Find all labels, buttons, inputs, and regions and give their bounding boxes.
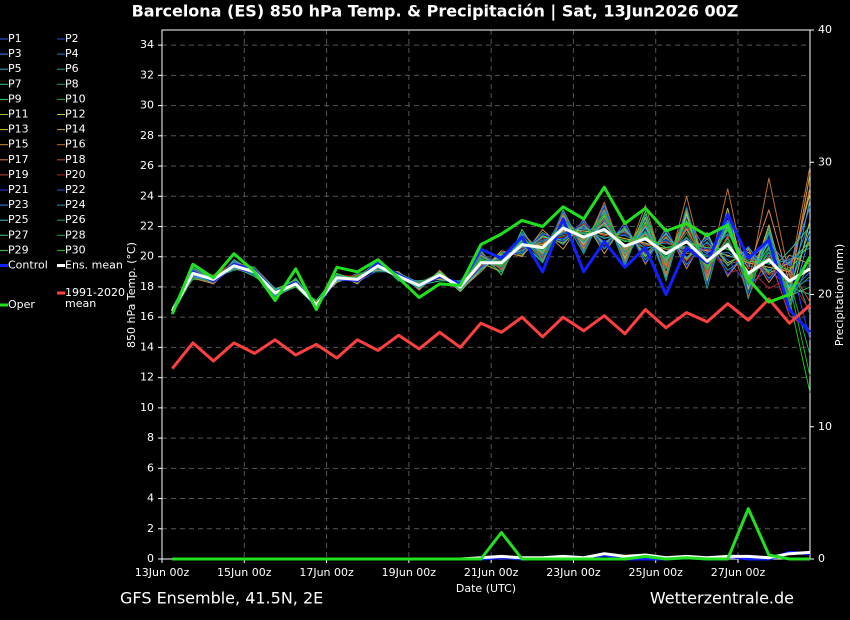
plot-frame [161, 29, 811, 560]
chart-title: Barcelona (ES) 850 hPa Temp. & Precipita… [132, 2, 739, 22]
legend-label: P6 [65, 62, 79, 75]
y-tick-label: 8 [147, 431, 154, 444]
x-tick-label: 15Jun 00z [217, 566, 272, 579]
x-tick-label: 17Jun 00z [299, 566, 354, 579]
source-left: GFS Ensemble, 41.5N, 2E [120, 589, 323, 608]
legend-label: P24 [65, 198, 86, 211]
legend-label: Oper [8, 298, 35, 311]
legend-label: P2 [65, 32, 79, 45]
temp-line [170, 226, 811, 312]
legend-label: P10 [65, 92, 86, 105]
y-tick-label: 0 [147, 552, 154, 565]
legend-label: P21 [8, 183, 29, 196]
precip-line [172, 507, 810, 561]
temp-line [170, 185, 812, 315]
y-tick-label: 26 [140, 159, 154, 172]
source-right: Wetterzentrale.de [650, 589, 794, 608]
legend-label: P5 [8, 62, 22, 75]
legend-label: P28 [65, 228, 86, 241]
legend-label: P23 [8, 198, 29, 211]
legend-label: Ens. mean [65, 259, 123, 272]
x-axis-title: Date (UTC) [456, 582, 516, 595]
temp-line [171, 297, 811, 370]
y-tick-label: 28 [140, 129, 154, 142]
y2-tick-label: 0 [818, 552, 825, 565]
x-tick-label: 23Jun 00z [546, 566, 601, 579]
legend-label: Control [8, 259, 48, 272]
x-tick-label: 21Jun 00z [464, 566, 519, 579]
y2-tick-label: 10 [818, 420, 832, 433]
y-tick-label: 30 [140, 99, 154, 112]
legend-label: P1 [8, 32, 22, 45]
y-tick-label: 4 [147, 492, 154, 505]
y-tick-label: 6 [147, 461, 154, 474]
x-tick-label: 13Jun 00z [135, 566, 190, 579]
y-tick-label: 34 [140, 38, 154, 51]
legend-label: P14 [65, 123, 86, 136]
y-tick-label: 22 [140, 219, 154, 232]
y-tick-label: 32 [140, 68, 154, 81]
legend-label: P9 [8, 92, 22, 105]
y2-axis-title: Precipitation (mm) [833, 244, 846, 346]
legend-label: P20 [65, 168, 86, 181]
legend-label: P22 [65, 183, 86, 196]
y-tick-label: 18 [140, 280, 154, 293]
legend-label: P18 [65, 153, 86, 166]
legend-label: P12 [65, 108, 86, 121]
x-tick-label: 27Jun 00z [711, 566, 766, 579]
y-tick-label: 20 [140, 250, 154, 263]
y2-tick-label: 30 [818, 155, 832, 168]
legend-label: P4 [65, 47, 79, 60]
legend-label: P26 [65, 213, 86, 226]
legend-label: P16 [65, 138, 86, 151]
y-axis-title: 850 hPa Temp. (°C) [125, 242, 138, 348]
legend-label-line: mean [65, 297, 96, 310]
legend-label: P11 [8, 108, 29, 121]
y-tick-label: 14 [140, 340, 154, 353]
legend-label: P19 [8, 168, 29, 181]
y-tick-label: 12 [140, 371, 154, 384]
legend-label: P8 [65, 77, 79, 90]
legend-label: P13 [8, 123, 29, 136]
legend-label: P25 [8, 213, 29, 226]
legend-label: P3 [8, 47, 22, 60]
legend-label: P27 [8, 228, 29, 241]
legend-label: 1991-2020 mean [65, 286, 125, 310]
x-tick-label: 19Jun 00z [382, 566, 437, 579]
legend-label-line: 1991-2020 [65, 286, 125, 299]
legend-label: P7 [8, 77, 22, 90]
legend-label: P15 [8, 138, 29, 151]
y-tick-label: 10 [140, 401, 154, 414]
legend-label: P17 [8, 153, 29, 166]
legend-label: P29 [8, 243, 29, 256]
x-tick-label: 25Jun 00z [628, 566, 683, 579]
y-tick-label: 24 [140, 189, 154, 202]
y2-tick-label: 20 [818, 288, 832, 301]
y-tick-label: 2 [147, 522, 154, 535]
y-tick-label: 16 [140, 310, 154, 323]
legend-label: P30 [65, 243, 86, 256]
y2-tick-label: 40 [818, 23, 832, 36]
